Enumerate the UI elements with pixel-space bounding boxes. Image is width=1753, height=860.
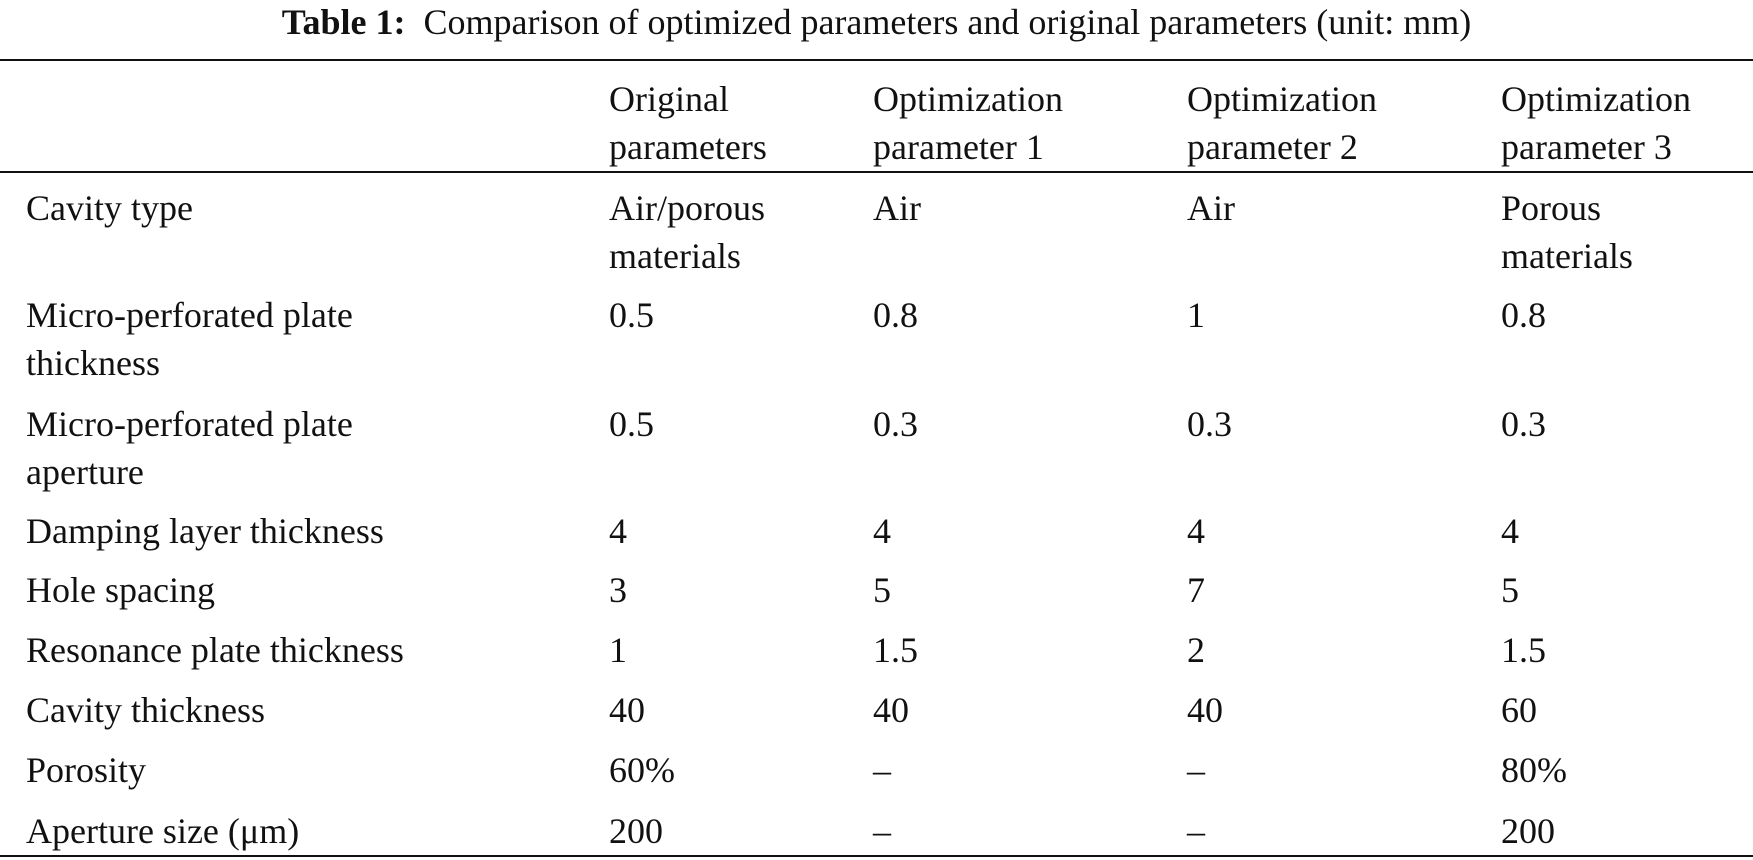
table-top-rule <box>0 59 1753 61</box>
table-cell: – <box>873 750 891 790</box>
table-cell: 0.8 <box>1501 295 1546 335</box>
table-cell: 0.5 <box>609 295 654 335</box>
table-caption-label: Table 1: <box>281 2 406 42</box>
row-label: Porosity <box>26 750 147 790</box>
table-caption: Table 1: Comparison of optimized paramet… <box>0 2 1753 42</box>
table-bottom-rule <box>0 855 1753 857</box>
column-header: Optimization parameter 1 <box>873 79 1063 167</box>
table-cell: 200 <box>609 811 663 851</box>
table-cell: 80% <box>1501 750 1567 790</box>
table-caption-text: Comparison of optimized parameters and o… <box>423 2 1472 42</box>
table-cell: 4 <box>609 511 627 551</box>
row-label: Resonance plate thickness <box>26 630 404 670</box>
row-label: Micro-perforated plate aperture <box>26 404 353 492</box>
row-label: Cavity type <box>26 188 193 228</box>
table-cell: Porous materials <box>1501 188 1633 276</box>
table-cell: 1.5 <box>1501 630 1546 670</box>
table-cell: Air <box>1187 188 1235 228</box>
table-cell: 0.3 <box>1187 404 1232 444</box>
table-cell: 0.5 <box>609 404 654 444</box>
table-cell: 7 <box>1187 570 1205 610</box>
table-cell: 4 <box>1187 511 1205 551</box>
table-cell: 200 <box>1501 811 1555 851</box>
column-header: Optimization parameter 2 <box>1187 79 1377 167</box>
table-cell: 4 <box>873 511 891 551</box>
table-cell: 40 <box>1187 690 1223 730</box>
table-cell: 1.5 <box>873 630 918 670</box>
table-cell: 60 <box>1501 690 1537 730</box>
row-label: Cavity thickness <box>26 690 265 730</box>
row-label: Micro-perforated plate thickness <box>26 295 353 383</box>
column-header: Original parameters <box>609 79 767 167</box>
table-cell: – <box>1187 750 1205 790</box>
table-cell: 5 <box>1501 570 1519 610</box>
row-label: Damping layer thickness <box>26 511 384 551</box>
column-header: Optimization parameter 3 <box>1501 79 1691 167</box>
table-cell: 0.3 <box>873 404 918 444</box>
table-cell: 0.8 <box>873 295 918 335</box>
row-label: Hole spacing <box>26 570 215 610</box>
table-cell: 4 <box>1501 511 1519 551</box>
table-cell: Air <box>873 188 921 228</box>
table-cell: 40 <box>609 690 645 730</box>
table-cell: 1 <box>609 630 627 670</box>
table-cell: – <box>873 811 891 851</box>
table-cell: 60% <box>609 750 675 790</box>
table-cell: – <box>1187 811 1205 851</box>
table-cell: 2 <box>1187 630 1205 670</box>
row-label: Aperture size (μm) <box>26 811 300 851</box>
table-cell: 0.3 <box>1501 404 1546 444</box>
table-cell: 5 <box>873 570 891 610</box>
table-cell: 3 <box>609 570 627 610</box>
table-cell: 40 <box>873 690 909 730</box>
table-cell: 1 <box>1187 295 1205 335</box>
table-header-rule <box>0 171 1753 173</box>
table-cell: Air/porous materials <box>609 188 765 276</box>
